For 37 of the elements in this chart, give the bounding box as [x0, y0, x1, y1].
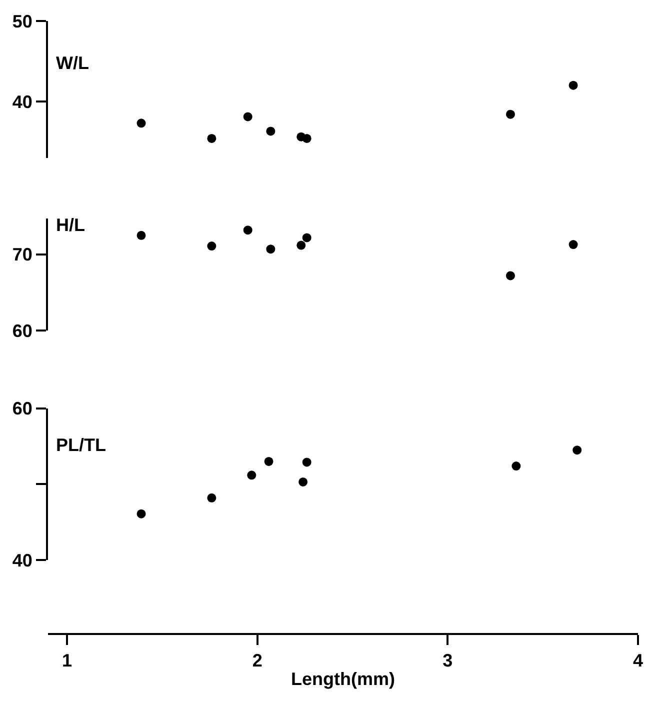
point	[512, 462, 521, 471]
point	[302, 458, 312, 467]
y-tick-label: 40	[12, 550, 32, 570]
point	[207, 134, 216, 143]
y-axis-title: PL/TL	[56, 435, 106, 455]
point	[243, 226, 252, 235]
point	[572, 446, 582, 455]
point	[247, 470, 256, 480]
point	[266, 244, 276, 254]
point	[243, 112, 252, 122]
point	[136, 118, 146, 128]
point	[264, 456, 274, 466]
y-axis-title: W/L	[56, 53, 89, 73]
x-tick-label: 2	[252, 650, 262, 671]
point	[136, 509, 146, 518]
x-axis-title: Length(mm)	[291, 669, 395, 690]
x-tick-label: 1	[62, 650, 72, 671]
y-tick-label: 70	[12, 244, 32, 265]
point	[266, 126, 276, 136]
point	[207, 242, 216, 251]
y-tick-label: 50	[12, 11, 32, 32]
y-axis-title: H/L	[56, 215, 85, 235]
y-tick-label: 60	[12, 398, 32, 419]
point	[136, 230, 146, 240]
y-tick-label: 40	[12, 92, 32, 112]
x-tick-label: 4	[632, 650, 644, 671]
point	[506, 271, 515, 280]
x-tick-label: 3	[442, 650, 453, 671]
point	[298, 477, 308, 486]
point	[568, 80, 578, 90]
point	[296, 240, 306, 250]
point	[207, 493, 216, 502]
point	[568, 240, 578, 250]
point	[506, 110, 515, 119]
point	[302, 134, 312, 143]
point	[302, 233, 312, 242]
y-tick-label: 60	[12, 320, 32, 341]
